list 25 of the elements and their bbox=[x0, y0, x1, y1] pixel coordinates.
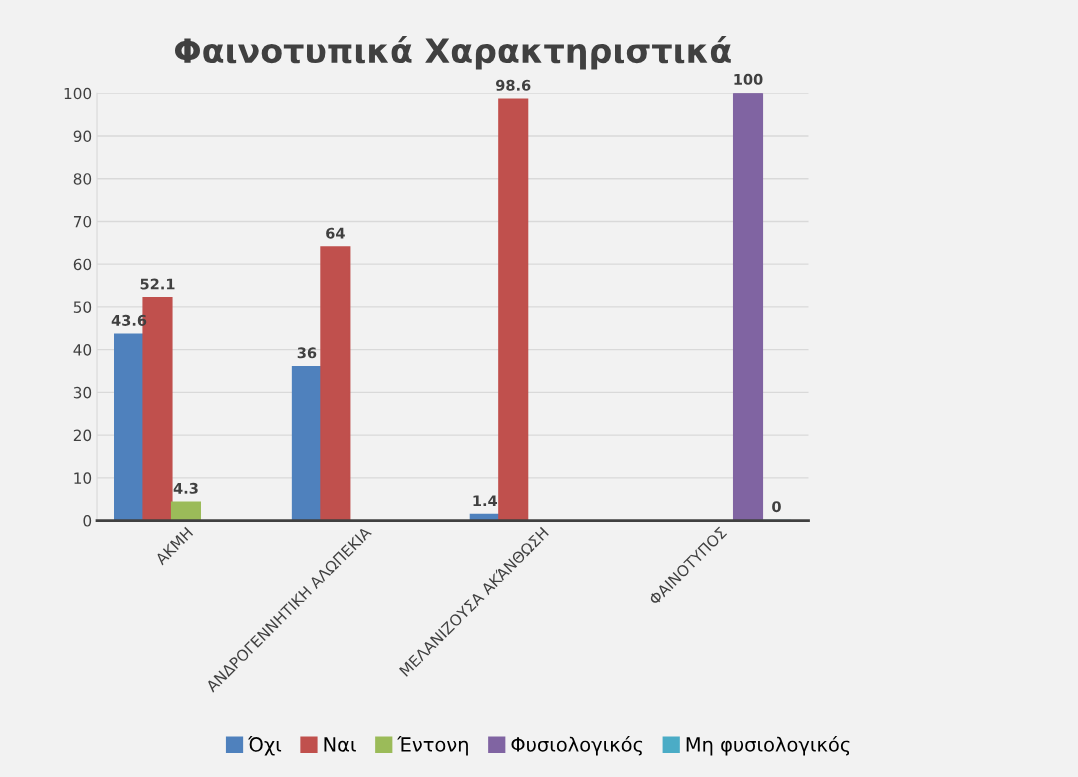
chart-title: Φαινοτυπικά Χαρακτηριστικά bbox=[174, 36, 731, 70]
y-tick-label: 20 bbox=[73, 429, 92, 442]
y-tick-label: 50 bbox=[73, 301, 92, 313]
y-tick-label: 100 bbox=[64, 87, 92, 100]
data-label: 1.4 bbox=[473, 495, 498, 507]
data-label: 52.1 bbox=[140, 278, 175, 290]
y-tick-label: 0 bbox=[83, 515, 92, 527]
data-label: 64 bbox=[326, 227, 345, 239]
legend-label: Φυσιολογικός bbox=[511, 735, 643, 756]
legend-label: Έντονη bbox=[397, 735, 468, 756]
legend-label: Ναι bbox=[324, 737, 356, 752]
legend-label: Μη φυσιολογικός bbox=[686, 735, 850, 756]
y-tick-label: 80 bbox=[73, 173, 92, 185]
y-tick-label: 30 bbox=[73, 386, 92, 399]
data-label: 0 bbox=[772, 501, 781, 513]
y-tick-label: 90 bbox=[73, 130, 92, 142]
data-label: 4.3 bbox=[173, 482, 198, 494]
y-tick-label: 40 bbox=[73, 344, 92, 356]
data-label: 100 bbox=[734, 73, 763, 85]
data-label: 36 bbox=[297, 347, 317, 359]
legend-label: Όχι bbox=[248, 735, 282, 756]
y-tick-label: 10 bbox=[74, 472, 92, 484]
data-label: 98.6 bbox=[496, 79, 531, 91]
y-tick-label: 70 bbox=[73, 215, 92, 228]
y-tick-label: 60 bbox=[73, 258, 92, 271]
